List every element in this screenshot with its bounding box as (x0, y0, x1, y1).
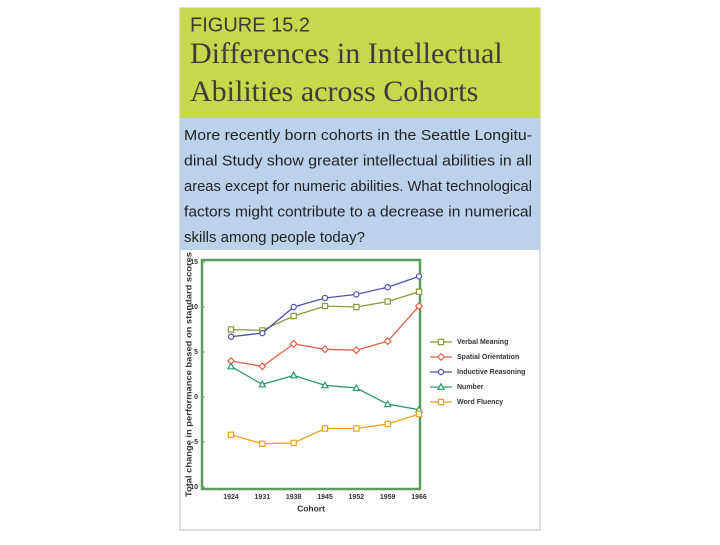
marker (321, 425, 329, 432)
legend-label: Spatial Orientation (457, 354, 519, 361)
x-tick-label: 1966 (411, 494, 427, 501)
y-tick-label: -10 (188, 484, 198, 491)
marker (290, 303, 297, 311)
figure-title: Abilities across Cohorts (190, 75, 478, 108)
marker (353, 291, 360, 298)
marker (226, 361, 236, 370)
chart: -10 -5 0 5 10 15 1924 1931 1938 1945 1952 1959 1966 C… (183, 252, 525, 514)
legend-label: Word Fluency (457, 399, 503, 406)
marker (289, 370, 298, 379)
x-axis-label: Cohort (297, 503, 325, 513)
marker (383, 337, 392, 346)
marker (383, 399, 392, 408)
caption: More recently born cohorts in the Seattl… (184, 127, 532, 246)
marker (227, 333, 235, 340)
marker (384, 420, 391, 428)
caption-line: areas except for numeric abilities. What… (184, 178, 532, 195)
y-tick-label: 10 (190, 304, 198, 311)
caption-band (180, 118, 540, 250)
y-tick-label: -5 (192, 439, 198, 446)
marker (258, 379, 267, 388)
marker (227, 326, 235, 333)
header-band (180, 8, 540, 118)
y-tick-label: 0 (194, 394, 198, 401)
marker (321, 294, 329, 302)
marker (352, 383, 361, 391)
marker (321, 302, 329, 310)
marker (415, 288, 423, 295)
marker (384, 298, 391, 305)
caption-line: More recently born cohorts in the Seattl… (184, 127, 532, 144)
marker (290, 312, 297, 320)
marker (259, 440, 266, 447)
marker (290, 439, 297, 447)
plot-frame (200, 258, 422, 491)
marker (320, 380, 330, 389)
y-tick-label: 15 (190, 259, 198, 266)
y-tick-label: 5 (194, 349, 198, 356)
x-tick-label: 1924 (223, 494, 239, 501)
marker (414, 301, 424, 311)
marker (415, 410, 423, 418)
legend-marker (437, 398, 445, 406)
figure-title: Differences in Intellectual (190, 37, 503, 70)
legend-marker (436, 382, 446, 390)
marker (227, 431, 235, 438)
x-tick-label: 1959 (380, 494, 396, 501)
marker (353, 303, 360, 311)
x-tick-label: 1931 (255, 494, 271, 501)
marker (353, 425, 360, 432)
marker (258, 362, 267, 371)
legend-label: Inductive Reasoning (457, 369, 525, 376)
marker (415, 273, 423, 280)
figure-label: FIGURE 15.2 (190, 14, 310, 36)
legend-label: Verbal Meaning (457, 339, 508, 346)
caption-line: skills among people today? (184, 229, 365, 246)
x-tick-label: 1952 (349, 494, 365, 501)
legend-label: Number (457, 384, 484, 391)
marker (352, 346, 361, 355)
marker (259, 329, 266, 337)
x-tick-label: 1945 (317, 494, 333, 501)
caption-line: factors might contribute to a decrease i… (184, 203, 532, 220)
legend-marker (436, 352, 446, 362)
marker (289, 339, 298, 349)
x-tick-label: 1938 (286, 494, 302, 501)
legend-marker (437, 368, 445, 376)
marker (320, 345, 330, 354)
caption-line: dinal Study show greater intellectual ab… (184, 152, 532, 169)
legend-marker (437, 338, 445, 346)
marker (384, 284, 391, 291)
y-axis-label: Total change in performance based on sta… (183, 252, 193, 497)
